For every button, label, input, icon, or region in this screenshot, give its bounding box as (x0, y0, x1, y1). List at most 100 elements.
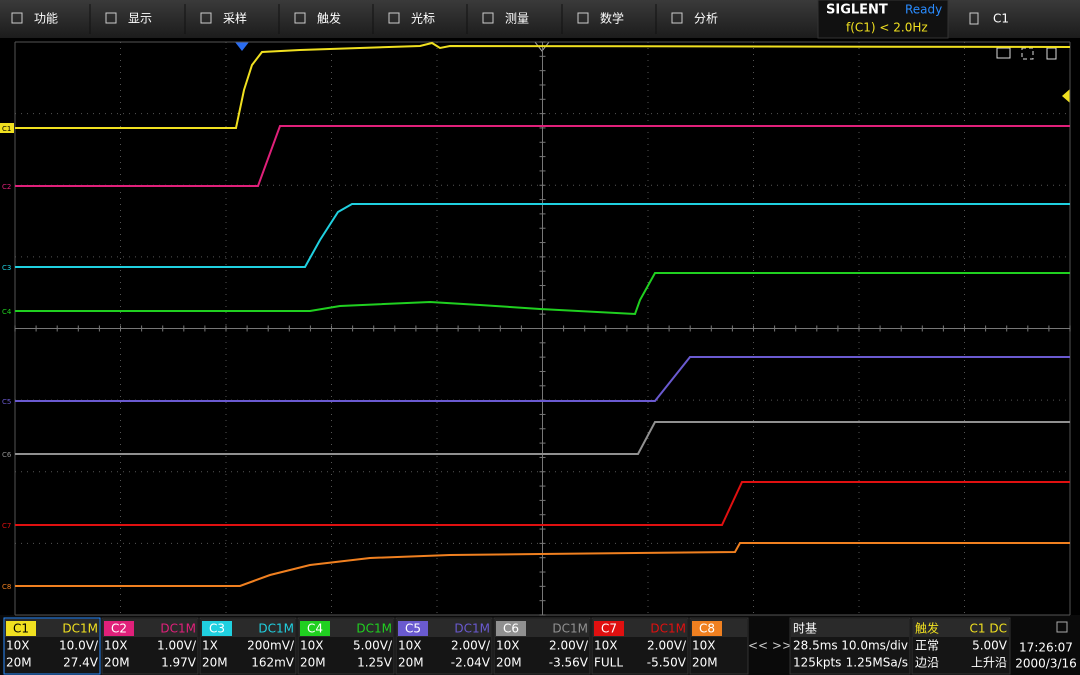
timebase-header (791, 619, 909, 637)
waveform (15, 356, 1070, 402)
menu-icon (671, 12, 683, 24)
clock-date: 2000/3/16 (1015, 657, 1077, 671)
channel-bandwidth: 20M (202, 656, 228, 670)
channel-offset: -5.50V (647, 656, 687, 670)
channel-bandwidth: 20M (692, 656, 718, 670)
screenshot-icon[interactable] (996, 47, 1011, 59)
menu-icon (105, 12, 117, 24)
channel-scale: 200mV/ (247, 639, 295, 653)
channel-coupling: DC1M (356, 622, 392, 636)
menu-item[interactable]: 显示 (128, 12, 152, 26)
trace-label: C6 (2, 451, 12, 459)
page-nav[interactable]: << >> (748, 639, 792, 653)
channel-scale: 2.00V/ (451, 639, 491, 653)
menu-icon (388, 12, 400, 24)
waveform (15, 542, 1070, 587)
menu-item[interactable]: 测量 (505, 12, 529, 26)
menu-item[interactable]: 分析 (694, 12, 718, 26)
waveform (15, 272, 1070, 316)
channel-name: C1 (13, 622, 29, 636)
trigger-level: 5.00V (972, 639, 1008, 653)
channel-tag (496, 621, 526, 636)
timebase-scale: 10.0ms/div (841, 639, 908, 653)
channel-bandwidth: 20M (104, 656, 130, 670)
trigger-readout: f(C1) < 2.0Hz (846, 21, 928, 35)
channel-name: C7 (601, 622, 617, 636)
fullscreen-icon[interactable] (1021, 47, 1034, 60)
menu-icon (200, 12, 212, 24)
menu-item[interactable]: 采样 (223, 11, 247, 26)
trace-label: C5 (2, 398, 11, 406)
channel-coupling: DC1M (454, 622, 490, 636)
menu-item[interactable]: 数学 (600, 11, 624, 26)
touch-icon[interactable] (1046, 47, 1057, 60)
channel-coupling: DC1M (160, 622, 196, 636)
trace-label-box (0, 123, 14, 133)
channel-name: C5 (405, 622, 421, 636)
channel-coupling: DC1M (650, 622, 686, 636)
menu-channel[interactable]: C1 (993, 12, 1009, 26)
waveform (15, 203, 1070, 268)
channel-scale: 10.0V/ (59, 639, 99, 653)
channel-name: C3 (209, 622, 225, 636)
menu-item[interactable]: 功能 (34, 12, 58, 26)
channel-coupling: DC1M (62, 622, 98, 636)
waveform (15, 41, 1071, 129)
channel-offset: -3.56V (549, 656, 589, 670)
trigger-source: C1 DC (970, 622, 1007, 636)
channel-name: C4 (307, 622, 323, 636)
menu-icon (294, 12, 306, 24)
channel-tag (202, 621, 232, 636)
timebase-delay: 28.5ms (793, 639, 838, 653)
channel-tag (104, 621, 134, 636)
waveform (15, 421, 1070, 455)
trigger-position-marker (235, 42, 249, 51)
menu-item[interactable]: 光标 (411, 12, 435, 26)
timebase-sample-rate: 1.25MSa/s (846, 656, 908, 670)
channel-offset: 27.4V (63, 656, 99, 670)
channel-offset: -2.04V (451, 656, 491, 670)
channel-scale: 2.00V/ (549, 639, 589, 653)
channel-scale: 1.00V/ (157, 639, 197, 653)
network-icon (1056, 621, 1068, 633)
channel-probe: 10X (692, 639, 716, 653)
channel-coupling: DC1M (258, 622, 294, 636)
menu-item[interactable]: 触发 (317, 11, 341, 26)
channel-tag (398, 621, 428, 636)
channel-probe: 10X (398, 639, 422, 653)
clock-time: 17:26:07 (1019, 641, 1073, 655)
channel-tag (300, 621, 330, 636)
menu-icon (482, 12, 494, 24)
channel-probe: 10X (300, 639, 324, 653)
trace-label: C7 (2, 522, 11, 530)
channel-name: C6 (503, 622, 519, 636)
channel-probe: 10X (104, 639, 128, 653)
channel-coupling: DC1M (552, 622, 588, 636)
channel-probe: 10X (496, 639, 520, 653)
channel-offset: 162mV (251, 656, 295, 670)
menu-icon (577, 12, 589, 24)
status: Ready (905, 3, 942, 17)
waveform (15, 125, 1070, 187)
channel-bandwidth: 20M (496, 656, 522, 670)
brand: SIGLENT (826, 3, 888, 18)
trigger-title: 触发 (915, 621, 939, 636)
trigger-level-marker (1062, 89, 1070, 103)
channel-tag (594, 621, 624, 636)
channel-probe: 1X (202, 639, 218, 653)
channel-scale: 5.00V/ (353, 639, 393, 653)
trigger-type: 边沿 (915, 656, 939, 670)
menu-icon (11, 12, 23, 24)
channel-scale: 2.00V/ (647, 639, 687, 653)
channel-offset: 1.25V (357, 656, 393, 670)
status-box (817, 0, 949, 39)
channel-name: C2 (111, 622, 127, 636)
channel-bandwidth: FULL (594, 656, 623, 670)
channel-bandwidth: 20M (6, 656, 32, 670)
channel-name: C8 (699, 622, 715, 636)
channel-offset: 1.97V (161, 656, 197, 670)
channel-probe: 10X (6, 639, 30, 653)
trace-label: C2 (2, 183, 11, 191)
